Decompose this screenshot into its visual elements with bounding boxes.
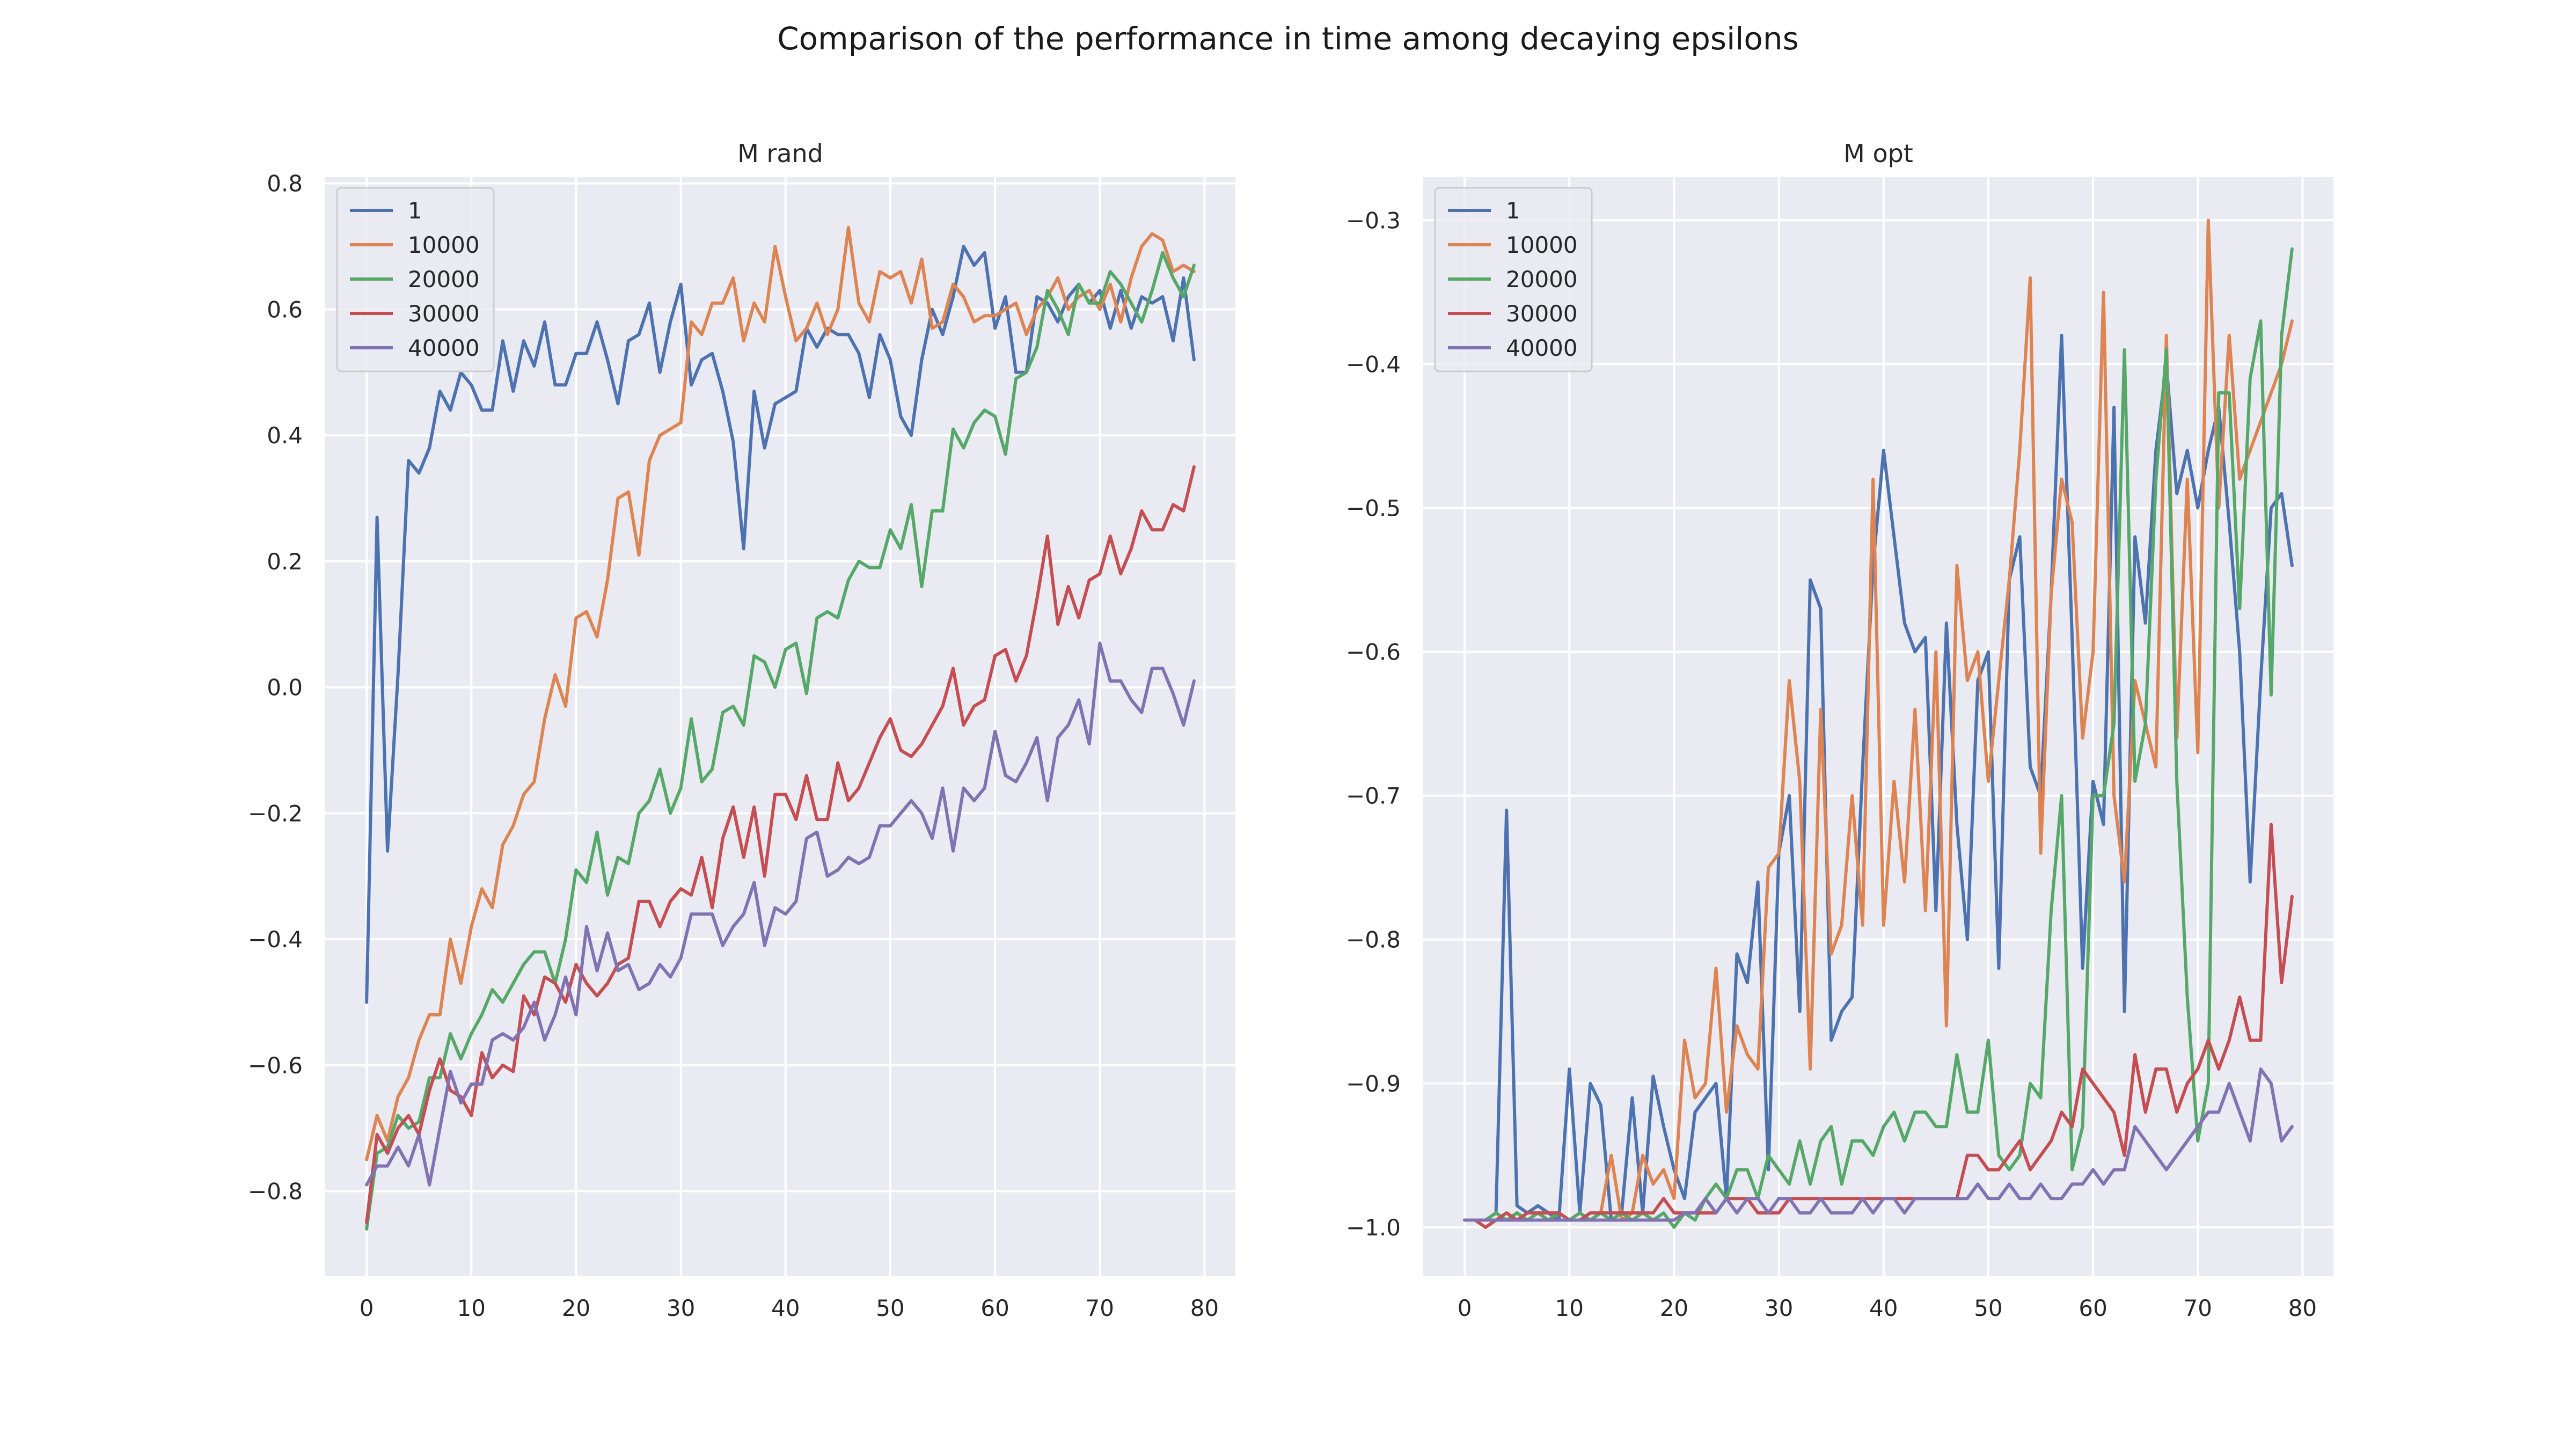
m-opt-y-tick-label: −0.8 — [1346, 927, 1401, 953]
m-rand-x-tick-label: 30 — [667, 1295, 695, 1321]
m-rand-legend-label-10000: 10000 — [408, 232, 480, 258]
m-opt-x-tick-label: 10 — [1555, 1295, 1584, 1321]
m-opt-legend-label-20000: 20000 — [1506, 266, 1578, 292]
m-opt-y-tick-label: −0.9 — [1346, 1071, 1401, 1097]
m-rand-panel: 0 10 20 30 40 50 60 70 80 −0.8 −0.6 −0.4 −0.2 0.0 0.2 0… — [248, 139, 1235, 1321]
m-rand-series-line-1 — [365, 245, 1196, 1004]
m-rand-legend-label-20000: 20000 — [408, 266, 480, 292]
m-rand-x-tick-label: 0 — [360, 1295, 374, 1321]
m-rand-x-tick-label: 40 — [771, 1295, 800, 1321]
m-opt-legend-label-1: 1 — [1506, 197, 1520, 224]
m-rand-legend-label-30000: 30000 — [408, 301, 480, 327]
m-rand-y-tick-label: −0.2 — [248, 800, 303, 826]
m-opt-series-line-1 — [1463, 333, 2294, 1222]
m-rand-y-tick-label: −0.6 — [248, 1052, 303, 1079]
m-opt-series-line-10000 — [1463, 218, 2294, 1222]
m-opt-y-tick-label: −1.0 — [1346, 1214, 1401, 1241]
m-rand-legend-label-1: 1 — [408, 197, 422, 224]
m-opt-y-tick-label: −0.3 — [1346, 207, 1401, 233]
m-opt-panel: 0 10 20 30 40 50 60 70 80 −1.0 −0.9 −0.8 −0.7 −0.6 −0.… — [1346, 139, 2333, 1321]
m-rand-series-line-20000 — [365, 251, 1196, 1231]
m-rand-title: M rand — [737, 139, 823, 168]
m-rand-y-tick-label: 0.4 — [267, 422, 303, 449]
m-opt-legend-label-40000: 40000 — [1506, 335, 1578, 361]
m-rand-y-tick-label: 0.8 — [267, 171, 303, 197]
m-opt-x-tick-label: 70 — [2184, 1295, 2212, 1321]
m-rand-y-tick-label: 0.2 — [267, 548, 303, 575]
m-rand-y-tick-label: −0.4 — [248, 926, 303, 953]
m-opt-x-tick-label: 40 — [1869, 1295, 1898, 1321]
m-opt-title: M opt — [1843, 139, 1913, 168]
m-opt-x-tick-label: 30 — [1765, 1295, 1793, 1321]
m-opt-y-tick-label: −0.5 — [1346, 495, 1401, 522]
m-opt-y-tick-label: −0.6 — [1346, 639, 1401, 665]
m-opt-series-line-40000 — [1463, 1067, 2294, 1222]
m-opt-x-tick-label: 20 — [1660, 1295, 1688, 1321]
m-rand-y-tick-label: 0.0 — [267, 675, 303, 701]
m-opt-x-tick-label: 50 — [1974, 1295, 2002, 1321]
m-rand-x-tick-label: 10 — [457, 1295, 486, 1321]
m-opt-legend-label-30000: 30000 — [1506, 301, 1578, 327]
m-opt-series-line-30000 — [1463, 823, 2294, 1229]
m-rand-legend-box — [336, 187, 495, 372]
m-opt-x-tick-label: 60 — [2079, 1295, 2107, 1321]
m-opt-legend-label-10000: 10000 — [1506, 232, 1578, 258]
m-rand-legend-label-40000: 40000 — [408, 335, 480, 361]
m-opt-y-tick-label: −0.7 — [1346, 783, 1401, 809]
m-opt-x-tick-label: 80 — [2288, 1295, 2317, 1321]
m-rand-x-tick-label: 20 — [562, 1295, 590, 1321]
m-opt-x-tick-label: 0 — [1458, 1295, 1472, 1321]
figure-title: Comparison of the performance in time am… — [777, 20, 1799, 57]
m-rand-y-tick-label: 0.6 — [267, 296, 303, 323]
m-rand-x-tick-label: 80 — [1190, 1295, 1219, 1321]
m-rand-series-line-30000 — [365, 465, 1196, 1225]
m-rand-series-line-10000 — [365, 225, 1196, 1161]
m-opt-legend-box — [1434, 187, 1593, 372]
m-rand-x-tick-label: 70 — [1086, 1295, 1114, 1321]
m-rand-y-tick-label: −0.8 — [248, 1179, 303, 1205]
m-rand-x-tick-label: 60 — [980, 1295, 1009, 1321]
m-opt-y-tick-label: −0.4 — [1346, 351, 1401, 377]
m-rand-x-tick-label: 50 — [876, 1295, 904, 1321]
m-rand-series-line-40000 — [365, 641, 1196, 1187]
